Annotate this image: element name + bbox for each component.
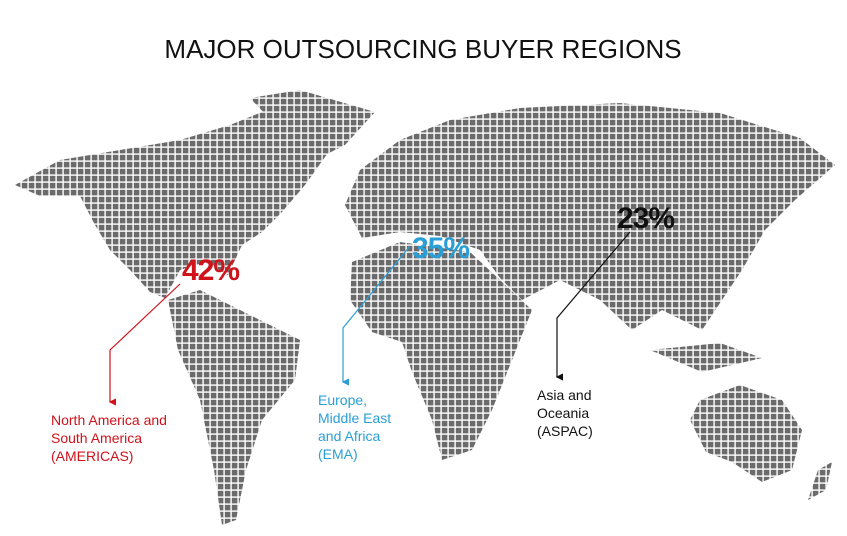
region-label-line: (AMERICAS) xyxy=(51,448,133,464)
region-percent: 23% xyxy=(617,202,674,235)
region-label-line: and Africa xyxy=(318,428,380,444)
africa xyxy=(350,242,532,460)
region-label: North America and South America (AMERICAS) xyxy=(51,412,167,464)
region-label: Asia and Oceania (ASPAC) xyxy=(537,387,593,439)
region-label-line: Asia and xyxy=(537,387,591,403)
leaders xyxy=(108,231,631,406)
annotations: 42% North America and South America (AMERIC… xyxy=(51,202,675,464)
south-america xyxy=(168,290,300,525)
region-percent: 42% xyxy=(182,254,239,287)
australia xyxy=(690,385,802,482)
region-label: Europe, Middle East and Africa (EMA) xyxy=(318,392,391,462)
leader-aspac xyxy=(555,231,631,381)
title: MAJOR OUTSOURCING BUYER REGIONS xyxy=(164,34,681,64)
indonesia xyxy=(650,343,762,372)
region-label-line: Europe, xyxy=(318,392,367,408)
leader-ema xyxy=(341,245,411,386)
eurasia xyxy=(345,103,835,330)
region-label-line: Middle East xyxy=(318,410,391,426)
greenland xyxy=(250,90,375,165)
region-percent: 35% xyxy=(412,232,469,265)
new-zealand xyxy=(808,462,832,500)
world-map xyxy=(15,90,835,525)
region-label-line: (EMA) xyxy=(318,446,358,462)
leader-americas xyxy=(108,283,181,406)
north-america xyxy=(15,112,330,298)
region-label-line: South America xyxy=(51,430,142,446)
region-label-line: Oceania xyxy=(537,405,589,421)
region-label-line: North America and xyxy=(51,412,167,428)
region-label-line: (ASPAC) xyxy=(537,423,593,439)
